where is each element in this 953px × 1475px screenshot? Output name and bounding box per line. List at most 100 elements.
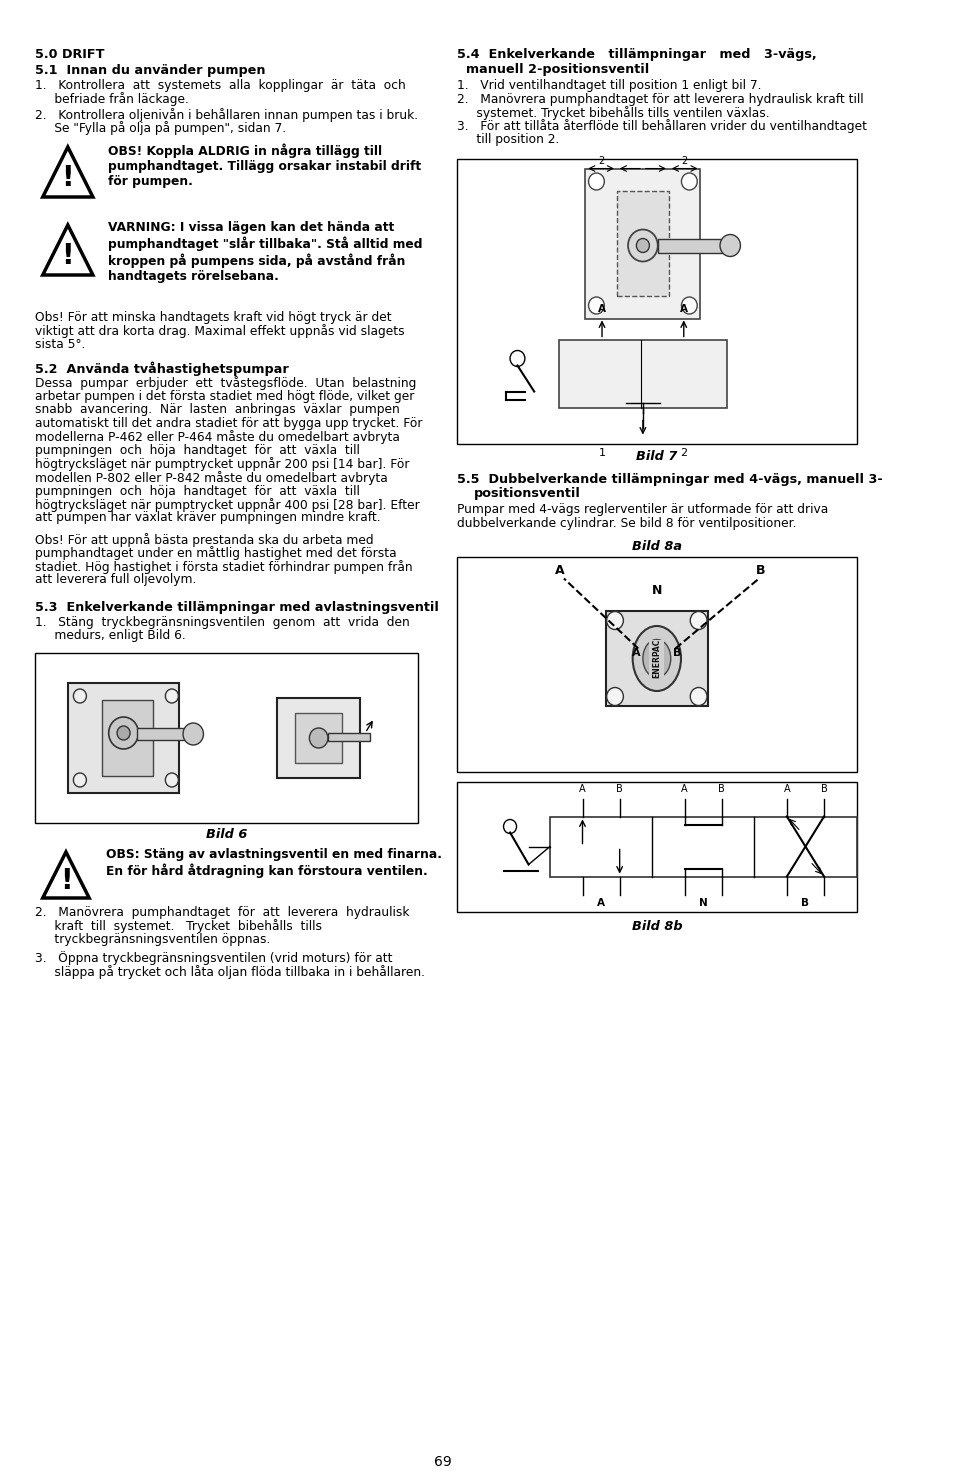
Circle shape [503,820,516,833]
Bar [456,158,856,444]
Text: OBS! Koppla ALDRIG in några tillägg till
pumphandtaget. Tillägg orsakar instabil: OBS! Koppla ALDRIG in några tillägg till… [108,143,420,187]
Bar [605,611,707,705]
Circle shape [720,235,740,257]
Bar [550,817,856,876]
Text: N: N [651,584,661,597]
Text: !: ! [60,866,72,894]
Circle shape [309,729,328,748]
Bar [558,339,726,407]
Bar [102,701,153,776]
Text: !: ! [61,242,74,270]
Text: A: A [680,785,687,795]
Text: A: A [679,304,687,314]
Text: pumpningen  och  höja  handtaget  för  att  växla  till: pumpningen och höja handtaget för att vä… [35,444,360,457]
Text: modellen P-802 eller P-842 måste du omedelbart avbryta: modellen P-802 eller P-842 måste du omed… [35,471,388,485]
Circle shape [627,230,657,261]
Text: B: B [673,649,680,658]
Text: VARNING: I vissa lägen kan det hända att
pumphandtaget "slår tillbaka". Stå allt: VARNING: I vissa lägen kan det hända att… [108,221,422,283]
Text: stadiet. Hög hastighet i första stadiet förhindrar pumpen från: stadiet. Hög hastighet i första stadiet … [35,560,413,574]
Text: N: N [699,898,707,909]
Text: 2: 2 [680,155,687,165]
Circle shape [680,173,697,190]
Bar [68,683,179,794]
Text: dubbelverkande cylindrar. Se bild 8 för ventilpositioner.: dubbelverkande cylindrar. Se bild 8 för … [456,518,796,530]
Text: A: A [632,649,640,658]
Bar [456,782,856,912]
Text: modellerna P-462 eller P-464 måste du omedelbart avbryta: modellerna P-462 eller P-464 måste du om… [35,431,399,444]
Text: 2.   Manövrera pumphandtaget för att leverera hydraulisk kraft till: 2. Manövrera pumphandtaget för att lever… [456,93,862,106]
Circle shape [73,689,87,704]
Text: Obs! För att uppnå bästa prestanda ska du arbeta med: Obs! För att uppnå bästa prestanda ska d… [35,532,374,547]
Circle shape [165,773,178,788]
Text: B: B [801,898,809,909]
Text: B: B [820,785,826,795]
Circle shape [606,687,622,705]
Bar [276,698,360,777]
Text: 5.0 DRIFT: 5.0 DRIFT [35,49,105,60]
Text: 5.2  Använda tvåhastighetspumpar: 5.2 Använda tvåhastighetspumpar [35,361,289,376]
Ellipse shape [642,640,670,677]
Bar [137,729,193,740]
Text: 5.4  Enkelverkande   tillämpningar   med   3-vägs,: 5.4 Enkelverkande tillämpningar med 3-vä… [456,49,816,60]
Text: 5.5  Dubbelverkande tillämpningar med 4-vägs, manuell 3-: 5.5 Dubbelverkande tillämpningar med 4-v… [456,472,882,485]
Text: 2: 2 [679,447,686,457]
Text: befriade från läckage.: befriade från läckage. [35,93,189,106]
Text: A: A [578,785,585,795]
Text: sista 5°.: sista 5°. [35,338,86,351]
Text: 1.   Stäng  tryckbegränsningsventilen  genom  att  vrida  den: 1. Stäng tryckbegränsningsventilen genom… [35,617,410,628]
Text: Pumpar med 4-vägs reglerventiler är utformade för att driva: Pumpar med 4-vägs reglerventiler är utfo… [456,503,827,516]
Text: 5.1  Innan du använder pumpen: 5.1 Innan du använder pumpen [35,63,266,77]
Text: högtrycksläget när pumptrycket uppnår 400 psi [28 bar]. Efter: högtrycksläget när pumptrycket uppnår 40… [35,499,419,512]
Text: OBS: Stäng av avlastningsventil en med finarna.
En för hård åtdragning kan först: OBS: Stäng av avlastningsventil en med f… [106,848,441,878]
Text: 1: 1 [598,447,605,457]
Text: 69: 69 [434,1454,452,1469]
Text: Se "Fylla på olja på pumpen", sidan 7.: Se "Fylla på olja på pumpen", sidan 7. [35,121,286,136]
Text: A: A [782,785,789,795]
Text: A: A [554,563,563,577]
Circle shape [690,687,706,705]
Text: Bild 7: Bild 7 [636,450,677,463]
Text: Bild 6: Bild 6 [206,827,247,841]
Text: till position 2.: till position 2. [456,133,558,146]
Text: !: ! [61,164,74,192]
Circle shape [690,612,706,630]
Circle shape [165,689,178,704]
Bar [295,712,341,763]
Circle shape [588,173,603,190]
Ellipse shape [632,625,680,690]
Text: systemet. Trycket bibehålls tills ventilen växlas.: systemet. Trycket bibehålls tills ventil… [456,106,769,119]
Text: 2.   Manövrera  pumphandtaget  för  att  leverera  hydraulisk: 2. Manövrera pumphandtaget för att lever… [35,906,410,919]
Text: B: B [718,785,724,795]
Text: B: B [616,785,622,795]
Circle shape [680,296,697,314]
Text: B: B [756,563,765,577]
Circle shape [183,723,203,745]
Text: viktigt att dra korta drag. Maximal effekt uppnås vid slagets: viktigt att dra korta drag. Maximal effe… [35,324,404,338]
Text: att pumpen har växlat kräver pumpningen mindre kraft.: att pumpen har växlat kräver pumpningen … [35,512,380,525]
Text: manuell 2-positionsventil: manuell 2-positionsventil [466,63,649,77]
Text: ENERPAC: ENERPAC [652,639,660,678]
Text: arbetar pumpen i det första stadiet med högt flöde, vilket ger: arbetar pumpen i det första stadiet med … [35,389,415,403]
Bar [657,239,729,252]
Text: högtrycksläget när pumptrycket uppnår 200 psi [14 bar]. För: högtrycksläget när pumptrycket uppnår 20… [35,457,410,472]
Bar [585,168,700,319]
Text: Dessa  pumpar  erbjuder  ett  tvåstegsflöde.  Utan  belastning: Dessa pumpar erbjuder ett tvåstegsflöde.… [35,376,416,391]
Text: 3.   För att tillåta återflöde till behållaren vrider du ventilhandtaget: 3. För att tillåta återflöde till behåll… [456,119,866,133]
Text: 2.   Kontrollera oljenivån i behållaren innan pumpen tas i bruk.: 2. Kontrollera oljenivån i behållaren in… [35,108,418,122]
Text: 1.   Vrid ventilhandtaget till position 1 enligt bil 7.: 1. Vrid ventilhandtaget till position 1 … [456,80,760,91]
Bar [617,190,668,295]
Text: 1.   Kontrollera  att  systemets  alla  kopplingar  är  täta  och: 1. Kontrollera att systemets alla koppli… [35,80,406,91]
Text: 5.3  Enkelverkande tillämpningar med avlastningsventil: 5.3 Enkelverkande tillämpningar med avla… [35,600,438,614]
Circle shape [117,726,130,740]
Text: medurs, enligt Bild 6.: medurs, enligt Bild 6. [35,630,186,643]
Text: A: A [598,304,605,314]
Bar [649,640,663,677]
Text: 3.   Öppna tryckbegränsningsventilen (vrid moturs) för att: 3. Öppna tryckbegränsningsventilen (vrid… [35,951,393,966]
Text: snabb  avancering.  När  lasten  anbringas  växlar  pumpen: snabb avancering. När lasten anbringas v… [35,404,399,416]
Bar [328,733,370,740]
Text: släppa på trycket och låta oljan flöda tillbaka in i behållaren.: släppa på trycket och låta oljan flöda t… [35,965,425,979]
Text: att leverera full oljevolym.: att leverera full oljevolym. [35,574,196,587]
Text: 2: 2 [598,155,603,165]
Text: tryckbegränsningsventilen öppnas.: tryckbegränsningsventilen öppnas. [35,934,271,945]
Circle shape [510,351,524,366]
